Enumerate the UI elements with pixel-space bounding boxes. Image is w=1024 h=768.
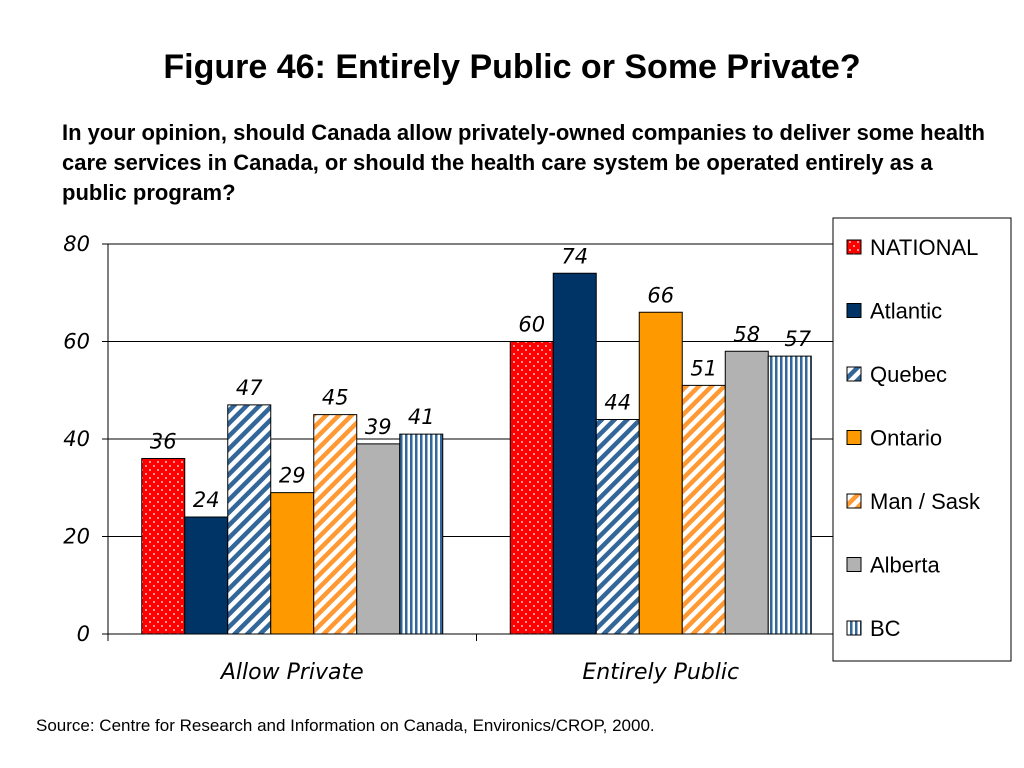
legend-label: Man / Sask (870, 489, 981, 514)
bar-ontario-entirely-public (638, 311, 683, 635)
legend-swatch (846, 430, 862, 445)
data-label: 24 (193, 488, 220, 512)
bar-atlantic-allow-private (184, 516, 229, 635)
axes: 0 20 40 60 80 Allow Private Entirely Public (63, 232, 846, 685)
legend-label: BC (870, 616, 901, 641)
legend-swatch (846, 239, 862, 255)
chart-subtitle: In your opinion, should Canada allow pri… (62, 120, 985, 205)
data-label: 36 (150, 430, 177, 454)
legend-label: Atlantic (870, 299, 942, 324)
x-category-label: Allow Private (219, 660, 364, 685)
legend: NATIONAL Atlantic Quebec Ontario Man / Sask A… (832, 217, 1012, 662)
data-label: 58 (733, 322, 760, 346)
y-tick-label: 80 (63, 232, 90, 256)
legend-swatch (846, 557, 862, 572)
bar-man-sask-entirely-public (681, 384, 726, 635)
bar-quebec-entirely-public (595, 419, 640, 635)
y-tick-label: 20 (63, 525, 90, 549)
y-tick-label: 60 (63, 330, 90, 354)
data-label: 45 (322, 386, 349, 410)
bar-man-sask-allow-private (313, 414, 358, 635)
bar-atlantic-entirely-public (552, 272, 597, 635)
bar-quebec-allow-private (227, 404, 272, 635)
source-note: Source: Centre for Research and Informat… (36, 716, 655, 735)
legend-label: Alberta (870, 553, 940, 578)
legend-label: Quebec (870, 362, 947, 387)
bar-bc-allow-private (399, 433, 444, 635)
legend-swatch (846, 493, 862, 509)
bar-ontario-allow-private (270, 492, 315, 635)
data-label: 60 (518, 313, 545, 337)
chart-title: Figure 46: Entirely Public or Some Priva… (163, 48, 861, 86)
bar-alberta-allow-private (356, 443, 401, 635)
data-label: 29 (279, 464, 306, 488)
bars (141, 272, 812, 635)
y-tick-label: 40 (63, 427, 90, 451)
data-label: 41 (408, 405, 435, 429)
data-labels: 36 24 47 29 45 39 41 60 74 44 66 51 58 57 (150, 244, 812, 512)
data-label: 66 (647, 283, 674, 307)
x-category-label: Entirely Public (582, 660, 739, 685)
legend-swatch (846, 366, 862, 382)
legend-label: NATIONAL (870, 235, 978, 260)
legend-label: Ontario (870, 426, 942, 451)
bar-national-entirely-public (509, 341, 554, 635)
data-label: 44 (604, 391, 631, 415)
y-tick-label: 0 (77, 622, 90, 646)
data-label: 47 (236, 376, 263, 400)
data-label: 51 (690, 356, 717, 380)
bar-bc-entirely-public (767, 355, 812, 635)
legend-swatch (846, 303, 862, 318)
bar-alberta-entirely-public (724, 350, 769, 635)
data-label: 74 (561, 244, 588, 268)
bar-national-allow-private (141, 458, 186, 635)
data-label: 57 (784, 327, 811, 351)
legend-swatch (846, 620, 862, 636)
data-label: 39 (365, 415, 392, 439)
